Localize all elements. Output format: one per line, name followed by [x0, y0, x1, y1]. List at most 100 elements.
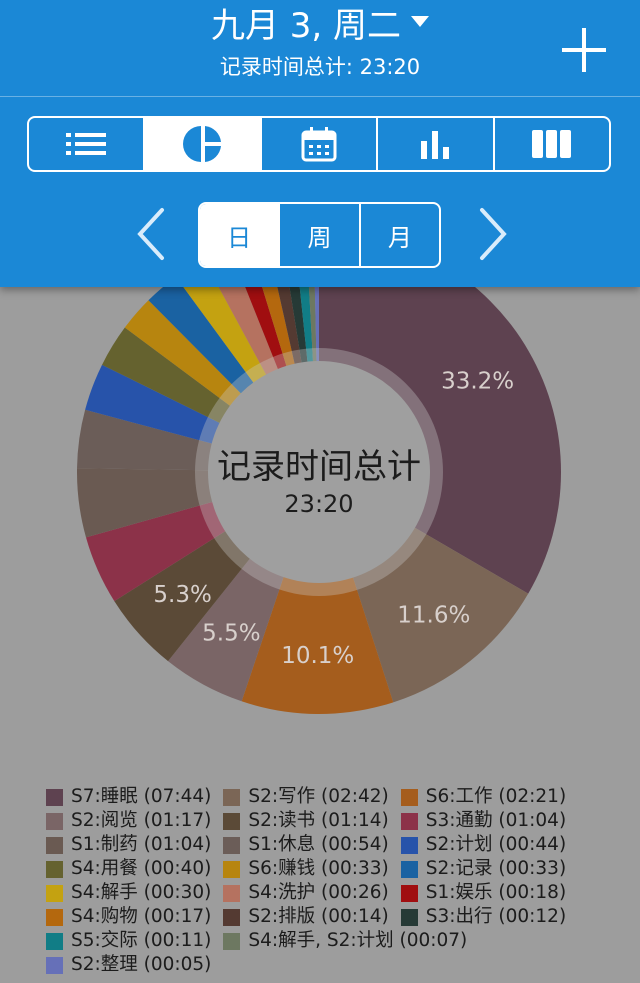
legend-row: S7:睡眠 (07:44) S2:写作 (02:42) S6:工作 (02:21) — [46, 785, 636, 809]
add-plus-icon[interactable] — [562, 28, 606, 72]
pie-chart-icon — [182, 126, 221, 162]
legend-label: S4:解手, S2:计划 (00:07) — [248, 930, 468, 951]
pie-slice-2[interactable] — [241, 472, 394, 714]
center-value: 23:20 — [284, 490, 353, 518]
legend-swatch — [46, 836, 63, 854]
legend-swatch — [46, 884, 63, 902]
pie-percent-label: 5.5% — [202, 621, 260, 647]
legend-item[interactable]: S6:工作 (02:21) — [400, 785, 567, 809]
tab-columns[interactable] — [495, 118, 609, 170]
legend-item[interactable]: S6:赚钱 (00:33) — [223, 857, 389, 881]
legend-item[interactable]: S2:整理 (00:05) — [46, 953, 211, 977]
legend-swatch — [223, 812, 241, 830]
legend-swatch — [46, 812, 63, 830]
view-tabs — [27, 116, 611, 172]
range-month-button[interactable]: 月 — [387, 223, 412, 252]
tab-pie[interactable] — [145, 118, 262, 170]
legend-item[interactable]: S1:休息 (00:54) — [223, 833, 389, 857]
legend-item[interactable]: S2:写作 (02:42) — [223, 785, 389, 809]
columns-icon — [531, 130, 571, 158]
tab-calendar[interactable] — [262, 118, 379, 170]
legend-swatch — [46, 788, 63, 806]
legend-item[interactable]: S2:记录 (00:33) — [400, 857, 567, 881]
pie-percent-label: 11.6% — [397, 603, 470, 629]
legend-label: S2:排版 (00:14) — [248, 906, 389, 927]
legend-label: S2:记录 (00:33) — [425, 858, 567, 879]
tab-list[interactable] — [29, 118, 146, 170]
calendar-icon — [301, 127, 337, 162]
legend-label: S6:工作 (02:21) — [425, 786, 567, 807]
pie-center-hole — [208, 361, 430, 583]
legend-item[interactable]: S4:解手, S2:计划 (00:07) — [223, 929, 467, 953]
legend-swatch — [400, 788, 418, 806]
legend-item[interactable]: S1:制药 (01:04) — [46, 833, 211, 857]
legend-label: S4:洗护 (00:26) — [248, 882, 389, 903]
legend-label: S1:娱乐 (00:18) — [425, 882, 567, 903]
range-day-button[interactable]: 日 — [200, 204, 281, 266]
legend-item[interactable]: S2:计划 (00:44) — [400, 833, 567, 857]
legend-swatch — [223, 932, 241, 950]
legend-label: S4:解手 (00:30) — [71, 882, 212, 903]
legend-swatch — [46, 956, 63, 974]
legend-swatch — [400, 812, 418, 830]
legend-item[interactable]: S4:洗护 (00:26) — [223, 881, 389, 905]
legend-swatch — [400, 860, 418, 878]
legend-label: S7:睡眠 (07:44) — [71, 786, 212, 807]
legend-label: S3:出行 (00:12) — [425, 906, 567, 927]
header-divider — [0, 96, 640, 97]
legend-item[interactable]: S4:购物 (00:17) — [46, 905, 211, 929]
legend-item[interactable]: S4:解手 (00:30) — [46, 881, 211, 905]
date-title-text: 九月 3, 周二 — [210, 6, 402, 46]
legend-item[interactable]: S2:阅览 (01:17) — [46, 809, 211, 833]
top-bar: 九月 3, 周二 记录时间总计: 23:20 — [0, 0, 640, 287]
legend-row: S5:交际 (00:11) S4:解手, S2:计划 (00:07) — [46, 929, 636, 953]
legend-label: S2:整理 (00:05) — [71, 954, 212, 975]
legend-label: S2:读书 (01:14) — [248, 810, 389, 831]
legend-swatch — [400, 836, 418, 854]
legend-row: S4:购物 (00:17) S2:排版 (00:14) S3:出行 (00:12) — [46, 905, 636, 929]
legend-item[interactable]: S3:出行 (00:12) — [400, 905, 567, 929]
pie-percent-label: 33.2% — [441, 369, 514, 395]
legend-item[interactable]: S1:娱乐 (00:18) — [400, 881, 567, 905]
range-segmented-control: 日 周 月 — [198, 202, 441, 268]
date-title[interactable]: 九月 3, 周二 — [0, 6, 640, 46]
legend-row: S4:用餐 (00:40) S6:赚钱 (00:33) S2:记录 (00:33) — [46, 857, 636, 881]
pie-chart: 33.2% 11.6% 10.1% 5.5% 5.3% 记录时间总计 23:20 — [77, 230, 561, 714]
pie-percent-label: 5.3% — [153, 582, 211, 608]
next-arrow-icon[interactable] — [472, 206, 512, 262]
legend-label: S6:赚钱 (00:33) — [248, 858, 389, 879]
legend-row: S2:整理 (00:05) — [46, 953, 636, 977]
caret-down-icon[interactable] — [411, 16, 430, 27]
legend-label: S4:用餐 (00:40) — [71, 858, 212, 879]
tab-bar[interactable] — [378, 118, 495, 170]
legend-swatch — [400, 908, 418, 926]
legend-item[interactable]: S2:排版 (00:14) — [223, 905, 389, 929]
legend-item[interactable]: S4:用餐 (00:40) — [46, 857, 211, 881]
legend-label: S3:通勤 (01:04) — [425, 810, 567, 831]
range-week-button[interactable]: 周 — [280, 204, 361, 266]
legend-swatch — [223, 884, 241, 902]
legend-item[interactable]: S5:交际 (00:11) — [46, 929, 211, 953]
total-time-subtitle: 记录时间总计: 23:20 — [219, 55, 421, 79]
legend-label: S1:制药 (01:04) — [71, 834, 212, 855]
legend-label: S4:购物 (00:17) — [71, 906, 212, 927]
legend-swatch — [223, 860, 241, 878]
bar-chart-icon — [421, 131, 450, 159]
legend-swatch — [400, 884, 418, 902]
legend-label: S1:休息 (00:54) — [248, 834, 389, 855]
legend-item[interactable]: S3:通勤 (01:04) — [400, 809, 567, 833]
legend-label: S2:阅览 (01:17) — [71, 810, 212, 831]
chart-legend: S7:睡眠 (07:44) S2:写作 (02:42) S6:工作 (02:21) S… — [46, 785, 636, 977]
legend-label: S2:写作 (02:42) — [248, 786, 389, 807]
legend-row: S4:解手 (00:30) S4:洗护 (00:26) S1:娱乐 (00:18) — [46, 881, 636, 905]
list-icon — [66, 133, 107, 155]
legend-swatch — [223, 836, 241, 854]
legend-swatch — [223, 788, 241, 806]
legend-swatch — [46, 860, 63, 878]
legend-swatch — [46, 908, 63, 926]
center-title: 记录时间总计 — [217, 447, 421, 487]
previous-arrow-icon[interactable] — [132, 206, 172, 262]
legend-item[interactable]: S7:睡眠 (07:44) — [46, 785, 211, 809]
legend-item[interactable]: S2:读书 (01:14) — [223, 809, 389, 833]
legend-label: S2:计划 (00:44) — [425, 834, 567, 855]
